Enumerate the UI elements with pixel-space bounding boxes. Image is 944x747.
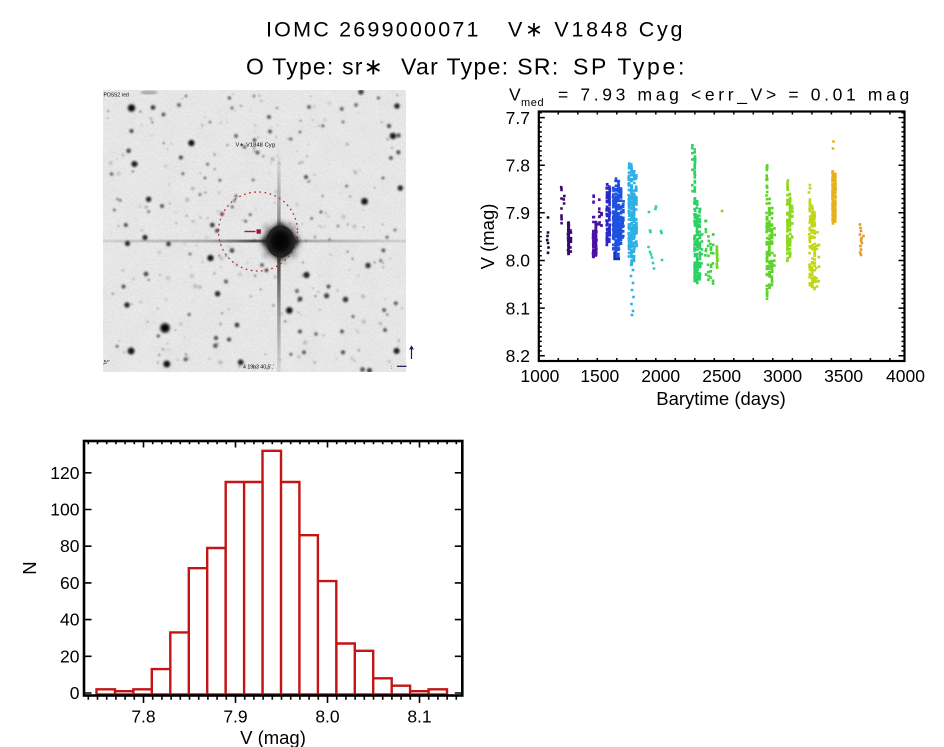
svg-text:O Type: sr∗: O Type: sr∗: [246, 54, 384, 80]
svg-text:3500: 3500: [824, 366, 863, 386]
svg-text:0: 0: [70, 683, 80, 703]
svg-text:80: 80: [60, 536, 80, 556]
svg-text:V∗ V1848 Cyg: V∗ V1848 Cyg: [508, 18, 685, 42]
svg-text:8.1: 8.1: [407, 707, 431, 727]
svg-text:7.7: 7.7: [506, 108, 530, 128]
svg-text:8.1: 8.1: [506, 298, 530, 318]
svg-text:1500: 1500: [580, 366, 619, 386]
svg-text:7.8: 7.8: [131, 707, 155, 727]
svg-text:med: med: [521, 97, 544, 109]
svg-text:POSS2 red: POSS2 red: [104, 92, 130, 98]
svg-text:V∗ V1848 Cyg: V∗ V1848 Cyg: [236, 142, 275, 148]
svg-text:3000: 3000: [763, 366, 802, 386]
svg-text:8.0: 8.0: [315, 707, 340, 727]
svg-text:2000: 2000: [641, 366, 680, 386]
svg-text:4 19h3 40,5',': 4 19h3 40,5',': [243, 365, 274, 371]
svg-text:60: 60: [60, 573, 80, 593]
svg-text:V: V: [509, 84, 521, 104]
svg-text::: :: [391, 365, 393, 371]
svg-text:7.8: 7.8: [506, 156, 530, 176]
svg-text:N: N: [19, 561, 40, 574]
svg-text:SP Type:: SP Type:: [573, 54, 687, 80]
svg-text:120: 120: [50, 463, 79, 483]
svg-text:8.0: 8.0: [506, 251, 531, 271]
svg-text:4000: 4000: [886, 366, 925, 386]
svg-text:= 7.93 mag <err_V> = 0.01 mag: = 7.93 mag <err_V> = 0.01 mag: [558, 84, 913, 105]
svg-text:Barytime (days): Barytime (days): [656, 388, 786, 409]
svg-text:Var Type: SR:: Var Type: SR:: [401, 54, 560, 80]
svg-text:100: 100: [50, 500, 79, 520]
svg-text:V (mag): V (mag): [477, 204, 498, 270]
svg-text:V (mag): V (mag): [240, 727, 306, 747]
svg-text:IOMC 2699000071: IOMC 2699000071: [266, 18, 481, 42]
svg-text:7.9: 7.9: [223, 707, 247, 727]
svg-text:8.2: 8.2: [506, 346, 530, 366]
svg-text:7.9: 7.9: [506, 203, 530, 223]
svg-text:1000: 1000: [520, 366, 559, 386]
svg-text:2500: 2500: [702, 366, 741, 386]
svg-text:,5°': ,5°': [103, 360, 110, 366]
svg-text:40: 40: [60, 610, 80, 630]
svg-text:20: 20: [60, 646, 80, 666]
